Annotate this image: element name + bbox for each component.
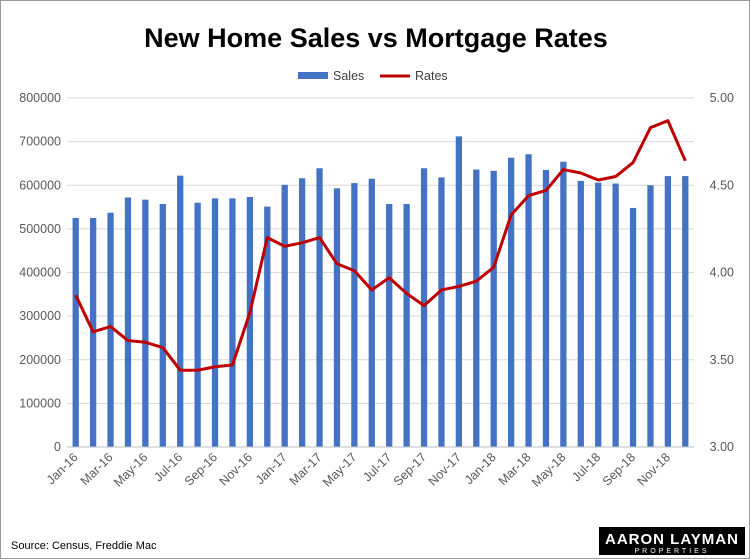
y-left-tick-label: 800000 [19, 91, 61, 105]
x-tick-label: Nov-17 [426, 450, 464, 488]
sales-bar [72, 217, 79, 447]
x-tick-label: Mar-18 [496, 450, 534, 488]
x-tick-label: Sep-16 [182, 450, 220, 488]
rates-line [74, 119, 687, 372]
y-left-tick-label: 200000 [19, 353, 61, 367]
y-left-tick-label: 100000 [19, 396, 61, 410]
y-left-tick-label: 400000 [19, 266, 61, 280]
sales-bar [664, 176, 672, 447]
sales-bar [124, 197, 132, 447]
y-axis-right: 3.00 3.50 4.00 4.50 5.00 [710, 91, 734, 454]
sales-bar [647, 185, 654, 447]
sales-bar [159, 204, 166, 447]
x-tick-label: Jan-16 [44, 450, 81, 487]
x-tick-label: Jul-18 [569, 450, 603, 484]
sales-bar [368, 178, 375, 448]
x-tick-label: Nov-16 [217, 450, 255, 488]
sales-bar [107, 212, 114, 447]
sales-bar [246, 197, 254, 447]
sales-bar [177, 175, 184, 447]
y-right-tick-label: 3.00 [710, 440, 734, 454]
sales-bar [333, 188, 341, 447]
legend-sales-swatch [298, 72, 328, 79]
y-left-tick-label: 700000 [19, 135, 61, 149]
x-tick-label: Nov-18 [635, 450, 673, 488]
sales-bar [316, 168, 323, 447]
sales-bar [194, 202, 201, 447]
x-tick-label: Sep-17 [391, 450, 429, 488]
y-axis-left: 0 100000 200000 300000 400000 500000 600000 700… [19, 91, 61, 454]
x-tick-label: Jan-17 [253, 450, 290, 487]
sales-bar [612, 183, 619, 447]
chart-title: New Home Sales vs Mortgage Rates [144, 23, 608, 53]
y-right-tick-label: 4.50 [710, 178, 734, 192]
legend-rates-label: Rates [415, 69, 448, 83]
logo-background [599, 527, 745, 555]
y-left-tick-label: 600000 [19, 178, 61, 192]
sales-bar [438, 177, 445, 447]
sales-bar [229, 198, 236, 447]
sales-bar [542, 169, 550, 447]
sales-bar [595, 182, 602, 447]
x-tick-label: Mar-16 [78, 450, 116, 488]
x-tick-label: Mar-17 [287, 450, 325, 488]
sales-bar [403, 204, 410, 447]
sales-bar [507, 157, 515, 448]
x-tick-label: Jul-16 [151, 450, 185, 484]
x-tick-label: May-18 [529, 450, 568, 489]
sales-bar [560, 161, 567, 447]
legend-sales-label: Sales [333, 69, 364, 83]
sales-bar [473, 169, 480, 448]
x-tick-label: Sep-18 [600, 450, 638, 488]
sales-bar [455, 136, 463, 447]
sales-bar [298, 178, 306, 447]
x-tick-label: Jan-18 [462, 450, 499, 487]
logo: AARON LAYMAN PROPERTIES [599, 527, 745, 555]
y-right-tick-label: 4.00 [710, 266, 734, 280]
x-tick-label: Jul-17 [360, 450, 394, 484]
sales-bar [211, 198, 219, 447]
y-left-tick-label: 300000 [19, 309, 61, 323]
x-tick-label: May-17 [320, 450, 359, 489]
logo-sub-text: PROPERTIES [635, 548, 710, 555]
x-tick-label: May-16 [111, 450, 150, 489]
sales-bar [142, 199, 149, 447]
sales-bar [281, 184, 288, 447]
sales-bar [629, 207, 637, 447]
y-left-tick-label: 0 [54, 440, 61, 454]
legend: Sales Rates [298, 69, 448, 83]
sales-bar [490, 170, 497, 447]
rates-line-group [74, 119, 687, 372]
source-note: Source: Census, Freddie Mac [11, 540, 157, 552]
logo-main-text: AARON LAYMAN [605, 531, 739, 548]
sales-bars [72, 136, 689, 448]
y-right-tick-label: 5.00 [710, 91, 734, 105]
sales-bar [577, 180, 584, 447]
y-left-tick-label: 500000 [19, 222, 61, 236]
sales-bar [525, 154, 532, 447]
sales-bar [682, 176, 689, 447]
y-right-tick-label: 3.50 [710, 353, 734, 367]
sales-bar [420, 168, 428, 447]
sales-bar [351, 183, 358, 447]
sales-bar [386, 204, 393, 447]
sales-bar [264, 206, 271, 447]
